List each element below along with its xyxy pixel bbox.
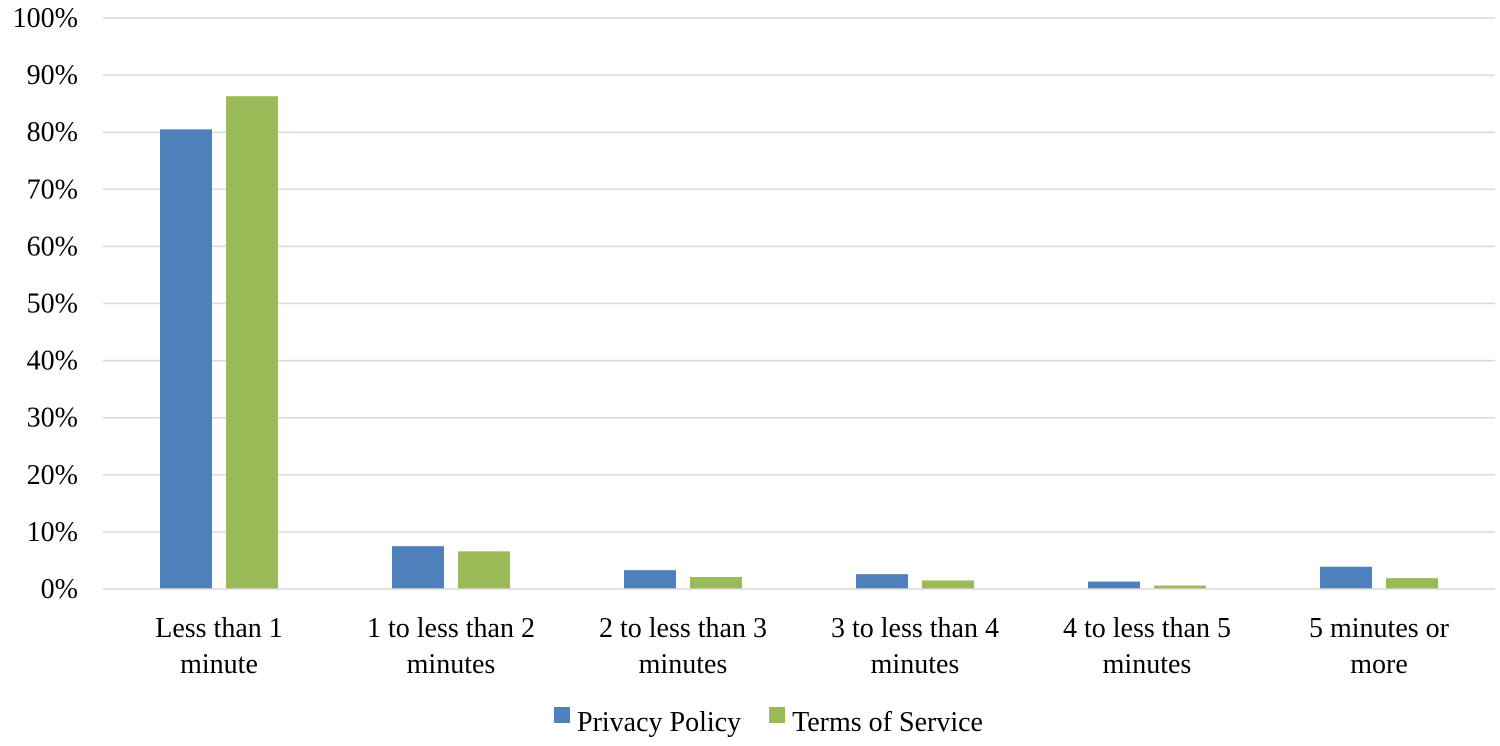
y-tick-label: 60% [27, 231, 78, 262]
x-category-label-line: 3 to less than 4 [831, 613, 999, 644]
x-category-label-line: 5 minutes or [1309, 613, 1450, 644]
y-tick-label: 10% [27, 517, 78, 548]
y-tick-label: 100% [13, 3, 78, 34]
legend-label: Terms of Service [792, 707, 983, 738]
bar-privacy-policy [1320, 566, 1372, 589]
x-axis-category-labels: Less than 1 minute 1 to less than 2 minutes… [155, 613, 1449, 680]
y-tick-label: 80% [27, 117, 78, 148]
x-category-label-line: minutes [871, 649, 960, 680]
x-category-label: 1 to less than 2 minutes [367, 613, 535, 680]
bar-terms-of-service [690, 577, 742, 589]
bar-privacy-policy [624, 570, 676, 589]
legend-swatch [554, 707, 570, 723]
x-category-label-line: minutes [1103, 649, 1192, 680]
bar-terms-of-service [458, 551, 510, 589]
bar-terms-of-service [1154, 585, 1206, 589]
x-category-label-line: 4 to less than 5 [1063, 613, 1231, 644]
legend-item-terms-of-service: Terms of Service [769, 707, 983, 738]
x-category-label-line: 1 to less than 2 [367, 613, 535, 644]
bar-terms-of-service [226, 96, 278, 590]
x-category-label-line: Less than 1 [155, 613, 283, 644]
bar-privacy-policy [856, 574, 908, 589]
legend: Privacy Policy Terms of Service [554, 707, 983, 738]
bar-privacy-policy [392, 546, 444, 589]
y-tick-label: 20% [27, 460, 78, 491]
y-tick-label: 50% [27, 289, 78, 320]
x-category-label-line: more [1350, 649, 1408, 680]
x-category-label: 2 to less than 3 minutes [599, 613, 767, 680]
y-tick-label: 0% [41, 574, 78, 605]
bar-privacy-policy [160, 129, 212, 589]
y-axis-tick-labels: 0% 10% 20% 30% 40% 50% 60% 70% 80% 90% 100% [13, 3, 78, 605]
y-tick-label: 70% [27, 174, 78, 205]
bars [160, 96, 1438, 590]
x-category-label-line: minutes [639, 649, 728, 680]
y-tick-label: 30% [27, 403, 78, 434]
x-category-label: Less than 1 minute [155, 613, 283, 680]
bar-terms-of-service [922, 580, 974, 589]
legend-label: Privacy Policy [577, 707, 741, 738]
legend-swatch [769, 707, 786, 723]
y-tick-label: 40% [27, 346, 78, 377]
x-category-label: 4 to less than 5 minutes [1063, 613, 1231, 680]
bar-privacy-policy [1088, 581, 1140, 589]
x-category-label: 5 minutes or more [1309, 613, 1450, 680]
x-category-label-line: 2 to less than 3 [599, 613, 767, 644]
x-category-label-line: minutes [407, 649, 496, 680]
x-category-label-line: minute [180, 649, 258, 680]
x-category-label: 3 to less than 4 minutes [831, 613, 999, 680]
gridlines [103, 17, 1495, 533]
bar-terms-of-service [1386, 578, 1438, 589]
y-tick-label: 90% [27, 60, 78, 91]
legend-item-privacy-policy: Privacy Policy [554, 707, 741, 738]
